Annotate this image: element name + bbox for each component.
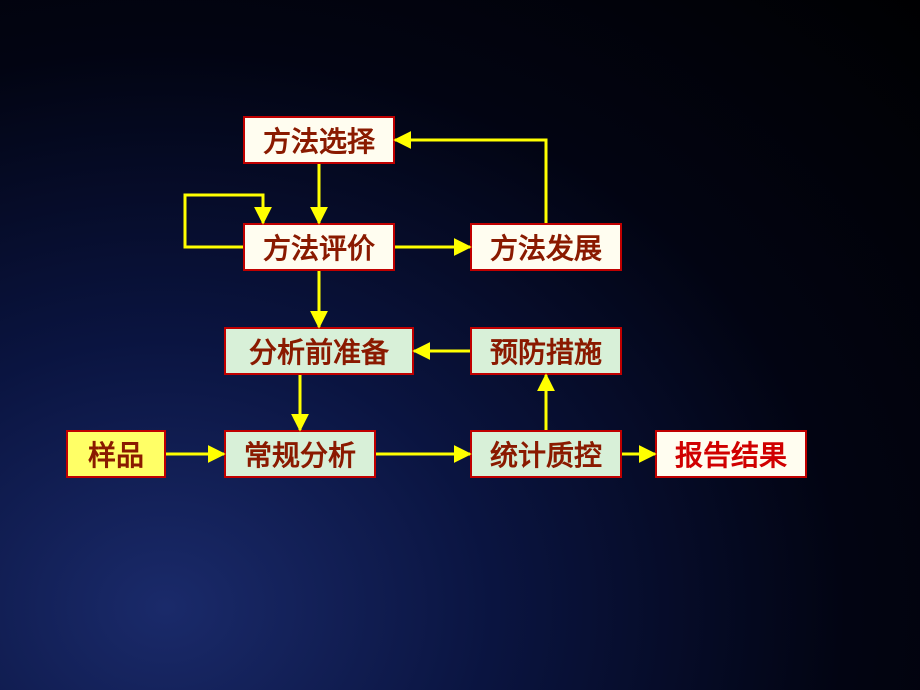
- node-label: 样品: [88, 434, 144, 474]
- node-pre-analysis: 分析前准备: [224, 327, 414, 375]
- node-label: 分析前准备: [249, 331, 389, 371]
- node-stat-qc: 统计质控: [470, 430, 622, 478]
- node-sample: 样品: [66, 430, 166, 478]
- node-label: 方法评价: [263, 227, 375, 267]
- node-routine: 常规分析: [224, 430, 376, 478]
- node-method-eval: 方法评价: [243, 223, 395, 271]
- node-method-dev: 方法发展: [470, 223, 622, 271]
- node-label: 报告结果: [675, 434, 787, 474]
- node-report: 报告结果: [655, 430, 807, 478]
- node-label: 常规分析: [244, 434, 356, 474]
- node-label: 方法发展: [490, 227, 602, 267]
- node-label: 方法选择: [263, 120, 375, 160]
- node-label: 预防措施: [490, 331, 602, 371]
- node-method-select: 方法选择: [243, 116, 395, 164]
- edge-dev-to-select: [395, 140, 546, 223]
- node-label: 统计质控: [490, 434, 602, 474]
- node-prevent: 预防措施: [470, 327, 622, 375]
- flowchart-edges: [0, 0, 920, 690]
